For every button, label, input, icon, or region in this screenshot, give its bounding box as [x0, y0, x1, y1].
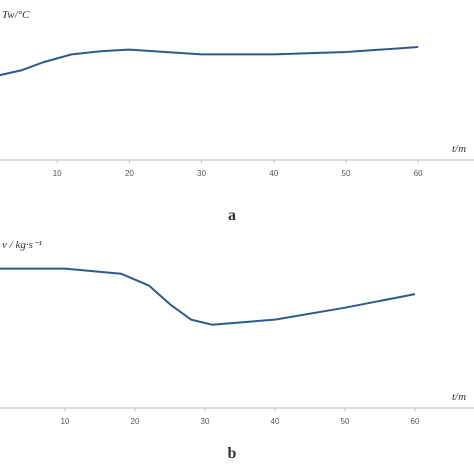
- x-tick-label: 10: [53, 169, 62, 178]
- data-line: [0, 46, 419, 77]
- data-line: [0, 267, 416, 326]
- x-tick-label: 30: [201, 417, 210, 426]
- y-axis-label: v / kg·s⁻¹: [2, 239, 42, 251]
- x-tick-label: 60: [411, 417, 420, 426]
- x-tick-label: 40: [269, 169, 278, 178]
- x-tick-label: 10: [61, 417, 70, 426]
- x-axis-label: t/m: [452, 143, 466, 155]
- panel-label: b: [228, 445, 237, 462]
- panel-label: a: [228, 207, 236, 224]
- x-tick-label: 20: [131, 417, 140, 426]
- x-tick-label: 50: [341, 417, 350, 426]
- x-tick-label: 30: [197, 169, 206, 178]
- y-axis-label: Tw/°C: [2, 9, 30, 21]
- x-tick-label: 20: [125, 169, 134, 178]
- x-tick-label: 40: [271, 417, 280, 426]
- x-tick-label: 50: [342, 169, 351, 178]
- x-tick-label: 60: [414, 169, 423, 178]
- x-axis-label: t/m: [452, 391, 466, 403]
